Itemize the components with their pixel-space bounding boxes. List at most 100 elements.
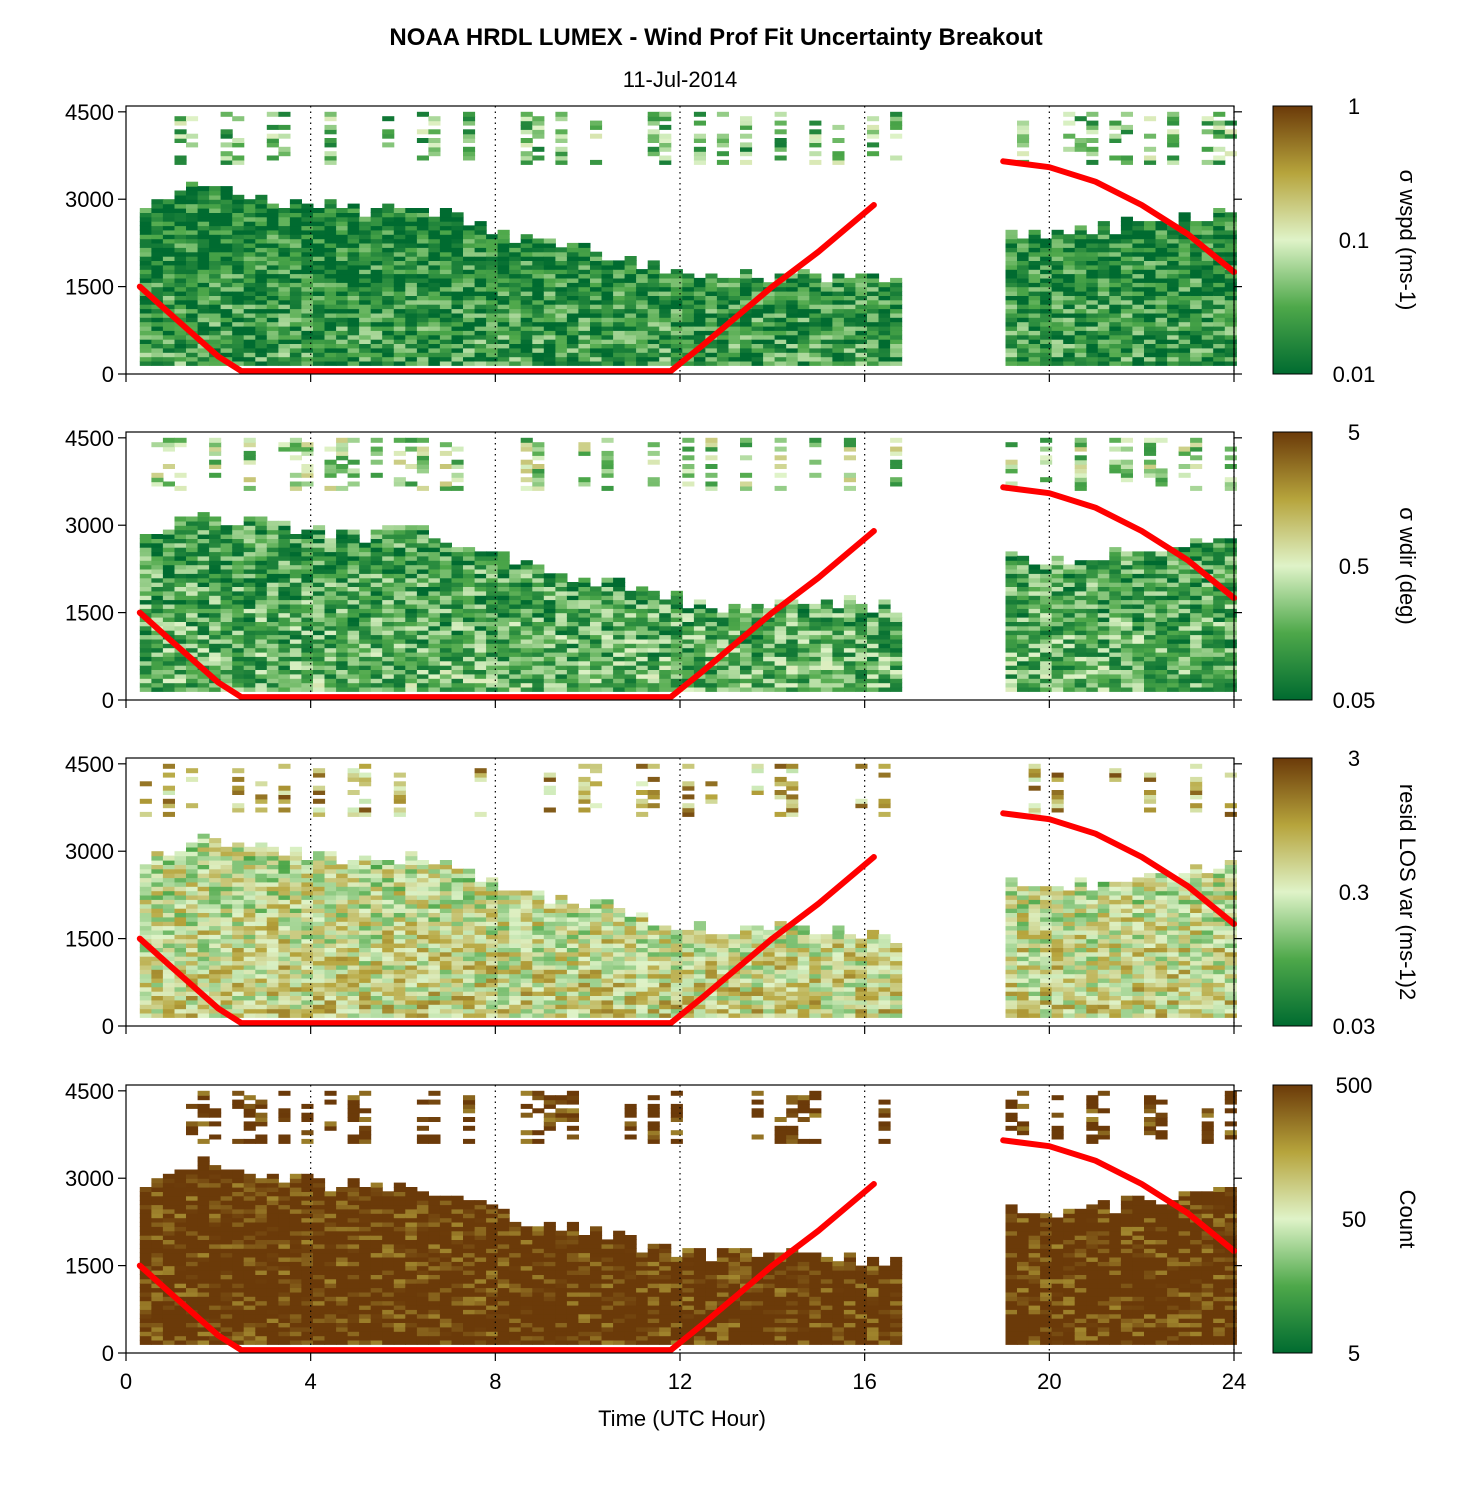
heatmap-cell <box>659 599 672 605</box>
heatmap-cell <box>266 577 279 583</box>
heatmap-cell <box>289 242 302 248</box>
heatmap-cell <box>867 621 880 627</box>
heatmap-cell <box>451 304 464 310</box>
heatmap-cell <box>1063 133 1076 139</box>
heatmap-cell <box>405 481 418 487</box>
heatmap-cell <box>716 360 729 366</box>
heatmap-cell <box>301 208 314 213</box>
heatmap-cell <box>878 330 891 336</box>
heatmap-cell <box>1167 339 1180 344</box>
heatmap-cell <box>255 317 268 323</box>
heatmap-cell <box>1051 304 1064 310</box>
heatmap-cell <box>613 647 626 653</box>
heatmap-cell <box>555 590 568 596</box>
heatmap-cell <box>347 625 360 631</box>
heatmap-cell <box>209 647 222 653</box>
heatmap-cell <box>647 151 660 157</box>
heatmap-cell <box>174 534 187 539</box>
heatmap-cell <box>486 321 499 327</box>
heatmap-cell <box>463 643 476 649</box>
heatmap-cell <box>232 317 245 323</box>
heatmap-cell <box>209 621 222 627</box>
heatmap-cell <box>220 656 233 662</box>
heatmap-cell <box>301 273 314 279</box>
heatmap-cell <box>867 295 880 301</box>
heatmap-cell <box>486 352 499 358</box>
heatmap-cell <box>405 590 418 596</box>
heatmap-cell <box>682 334 695 340</box>
heatmap-cell <box>313 590 326 596</box>
heatmap-cell <box>543 686 556 692</box>
heatmap-cell <box>405 304 418 310</box>
heatmap-cell <box>416 547 429 553</box>
heatmap-cell <box>151 304 164 310</box>
heatmap-cell <box>520 238 533 244</box>
heatmap-cell <box>740 273 753 279</box>
heatmap-cell <box>682 321 695 327</box>
heatmap-cell <box>209 551 222 557</box>
heatmap-cell <box>301 638 314 644</box>
heatmap-cell <box>220 560 233 566</box>
heatmap-cell <box>382 242 395 248</box>
heatmap-cell <box>416 542 429 548</box>
heatmap-cell <box>209 560 222 566</box>
heatmap-cell <box>509 325 522 331</box>
heatmap-cell <box>532 238 545 244</box>
heatmap-cell <box>313 678 326 684</box>
heatmap-cell <box>843 339 856 344</box>
heatmap-cell <box>439 312 452 318</box>
heatmap-cell <box>497 286 510 292</box>
heatmap-cell <box>682 308 695 314</box>
heatmap-cell <box>728 308 741 314</box>
heatmap-cell <box>566 651 579 657</box>
heatmap-cell <box>636 595 649 601</box>
heatmap-cell <box>647 682 660 688</box>
heatmap-cell <box>1086 260 1099 266</box>
heatmap-cell <box>266 238 279 244</box>
heatmap-cell <box>197 216 210 222</box>
heatmap-cell <box>186 325 199 331</box>
heatmap-cell <box>359 599 372 605</box>
heatmap-cell <box>266 277 279 283</box>
heatmap-cell <box>843 612 856 618</box>
heatmap-cell <box>486 256 499 261</box>
heatmap-cell <box>809 686 822 692</box>
heatmap-cell <box>474 299 487 305</box>
heatmap-cell <box>555 669 568 675</box>
heatmap-cell <box>613 656 626 662</box>
heatmap-cell <box>1190 339 1203 344</box>
heatmap-cell <box>382 577 395 583</box>
heatmap-cell <box>1201 221 1214 227</box>
heatmap-cell <box>439 208 452 213</box>
heatmap-cell <box>255 656 268 662</box>
heatmap-cell <box>439 269 452 275</box>
heatmap-cell <box>393 247 406 253</box>
heatmap-cell <box>624 630 637 636</box>
heatmap-cell <box>486 599 499 605</box>
heatmap-cell <box>601 669 614 675</box>
heatmap-cell <box>416 468 429 474</box>
heatmap-cell <box>1097 334 1110 340</box>
heatmap-cell <box>278 608 291 614</box>
heatmap-cell <box>336 485 349 491</box>
heatmap-cell <box>1224 291 1237 296</box>
heatmap-cell <box>220 538 233 544</box>
heatmap-cell <box>716 669 729 675</box>
heatmap-cell <box>1017 308 1030 314</box>
heatmap-cell <box>278 291 291 296</box>
heatmap-cell <box>186 352 199 358</box>
heatmap-cell <box>809 442 822 448</box>
heatmap-cell <box>601 595 614 601</box>
heatmap-cell <box>624 352 637 358</box>
heatmap-cell <box>370 603 383 609</box>
heatmap-cell <box>255 603 268 609</box>
heatmap-cell <box>324 647 337 653</box>
heatmap-cell <box>174 129 187 135</box>
heatmap-cell <box>647 312 660 318</box>
heatmap-cell <box>174 133 187 139</box>
heatmap-cell <box>439 621 452 627</box>
heatmap-cell <box>416 638 429 644</box>
heatmap-cell <box>740 146 753 152</box>
heatmap-cell <box>266 538 279 544</box>
heatmap-cell <box>209 269 222 275</box>
